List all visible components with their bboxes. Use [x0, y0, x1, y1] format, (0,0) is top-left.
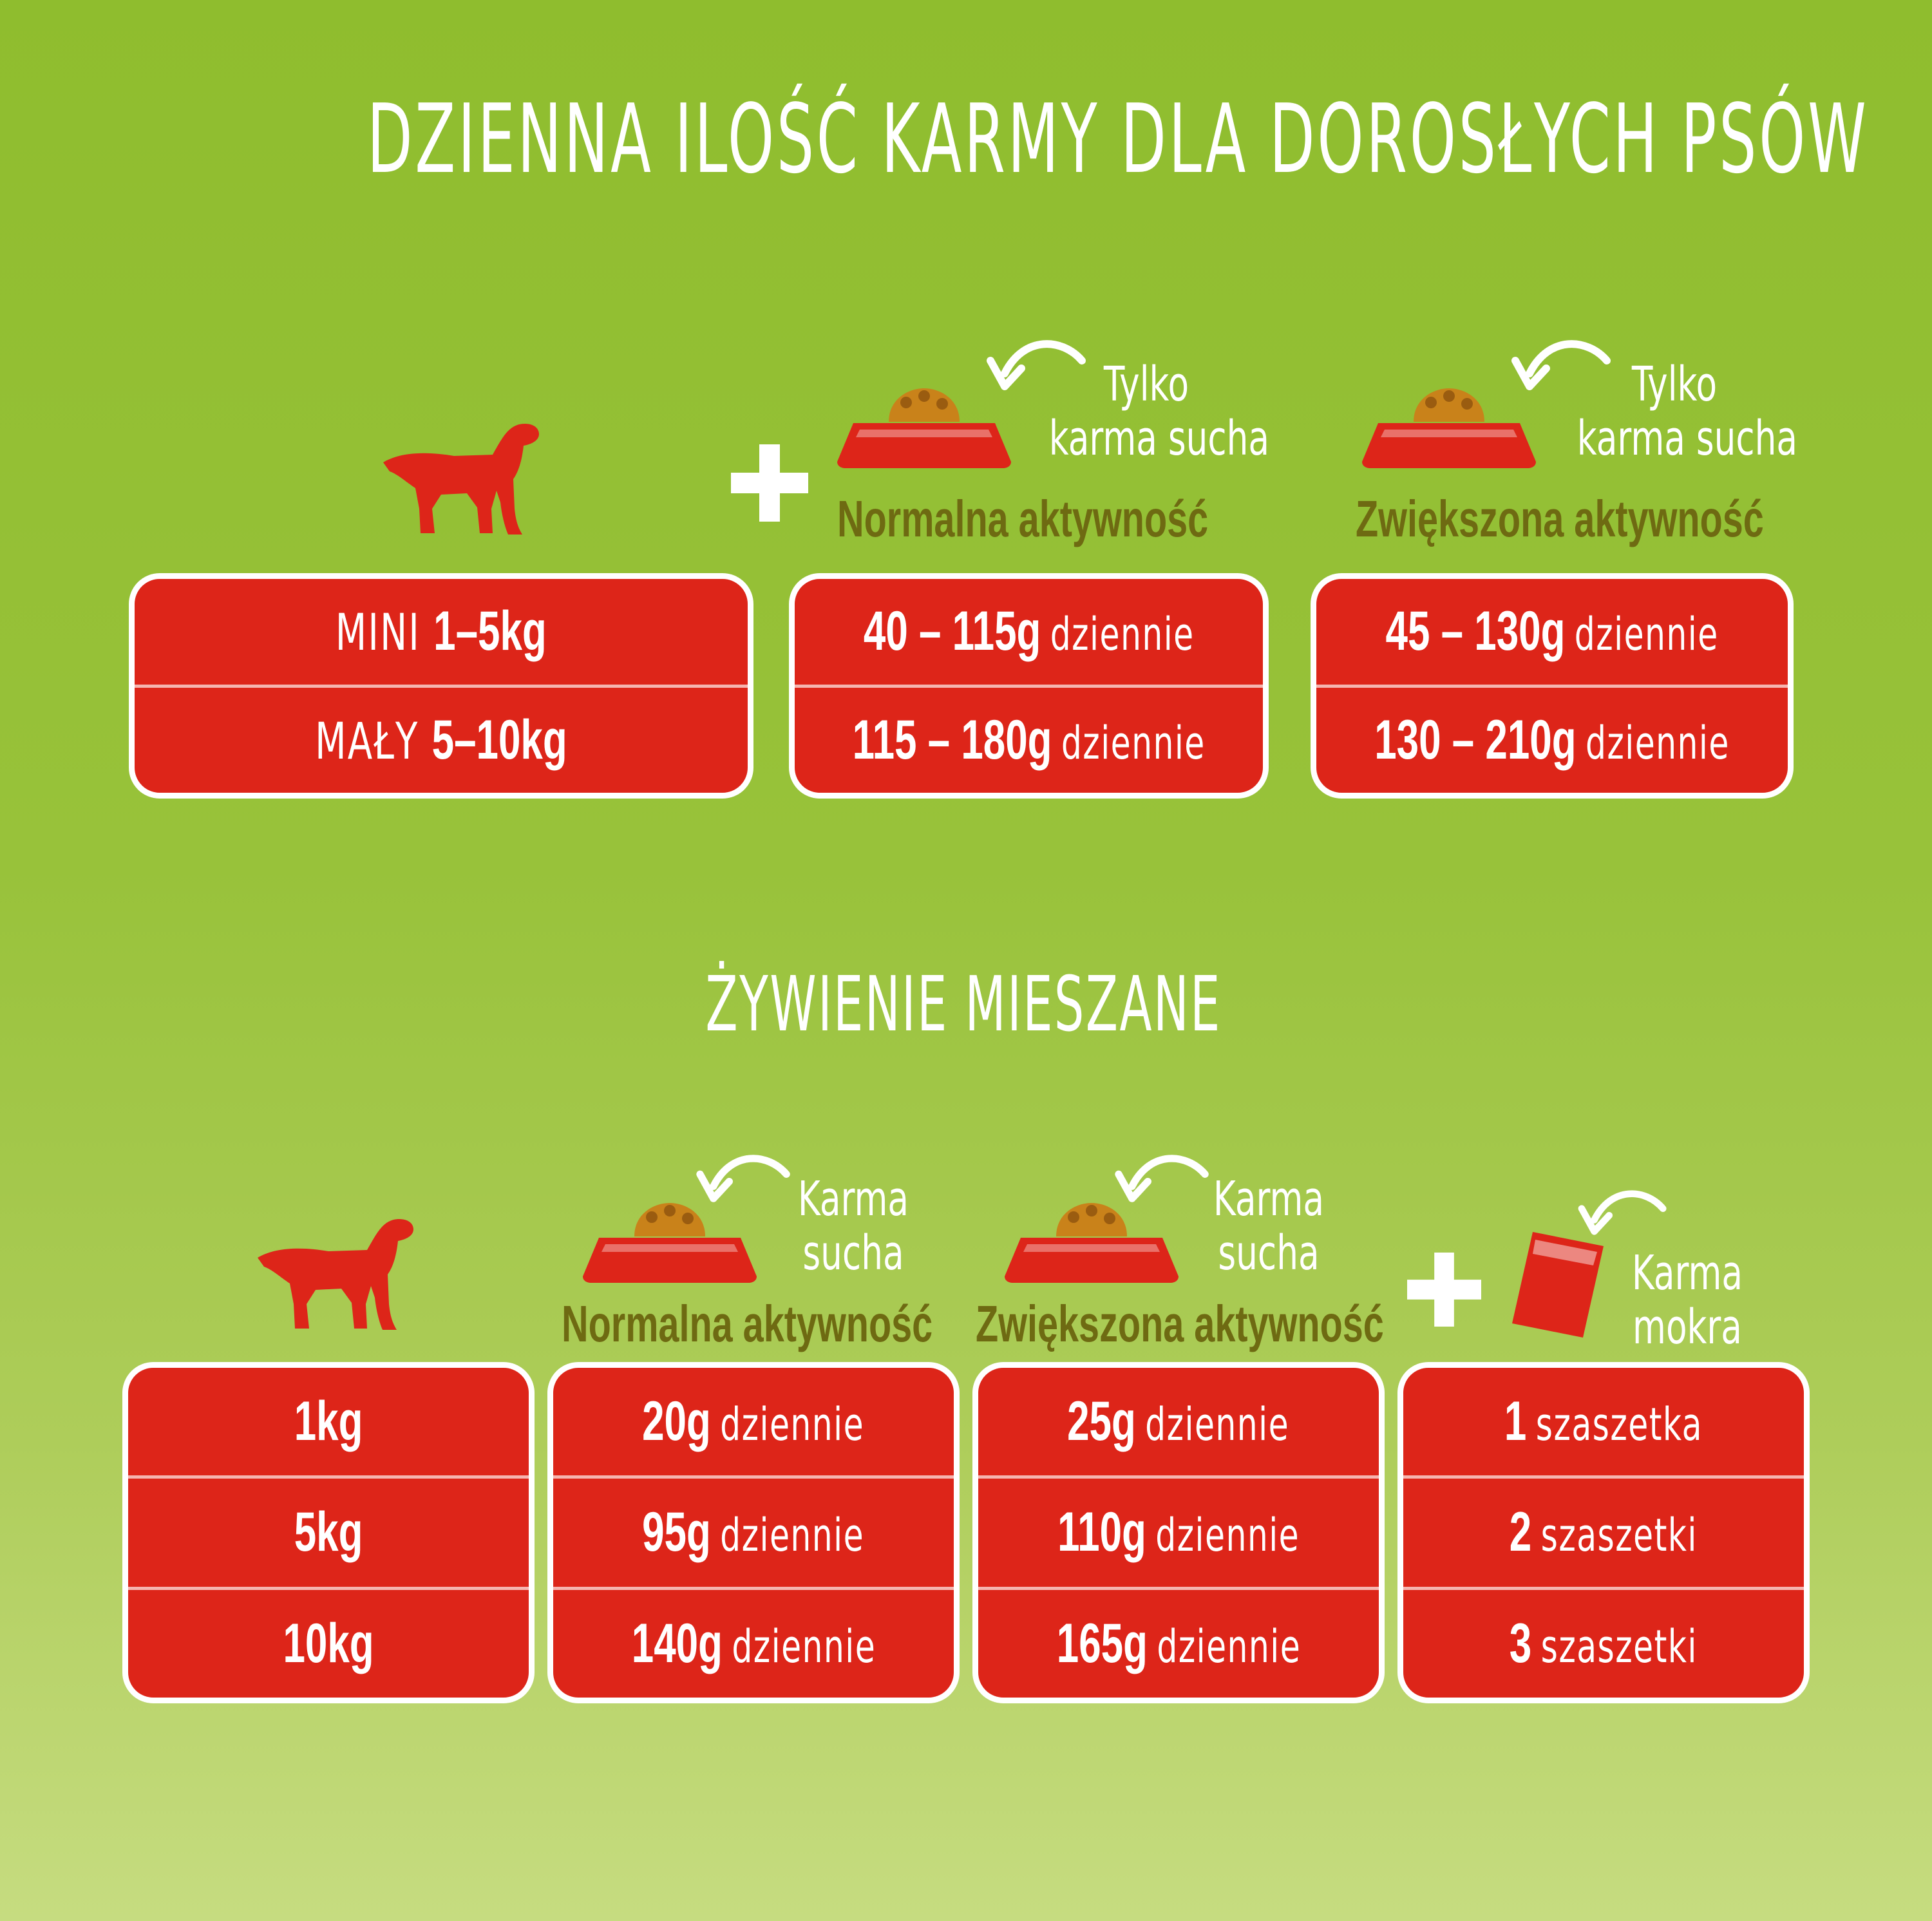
food-bowl-icon — [583, 1203, 757, 1283]
table-row: 1kg — [294, 1390, 363, 1453]
table-row: 2 szaszetki — [1403, 1475, 1804, 1586]
food-bowl-icon — [837, 388, 1011, 468]
size-box: MINI 1–5kg MAŁY 5–10kg — [129, 573, 753, 799]
note-dry-only-increased: Tylko karma sucha — [1577, 357, 1798, 466]
dog-icon — [383, 424, 539, 535]
curved-arrow-icon — [1115, 1155, 1209, 1202]
note-wet: Karma mokra — [1631, 1245, 1743, 1355]
dry-only-normal-box: 40 – 115g dziennie 115 – 180g dziennie — [789, 573, 1269, 799]
size-row-small: MAŁY 5–10kg — [135, 684, 748, 793]
table-row: 20g dziennie — [642, 1390, 865, 1453]
table-row: 110g dziennie — [978, 1475, 1379, 1586]
food-bowl-icon — [1005, 1203, 1179, 1283]
table-row: 10kg — [128, 1586, 529, 1698]
table-row: 3 szaszetki — [1403, 1586, 1804, 1698]
table-row: 95g dziennie — [553, 1475, 954, 1586]
table-row: 140g dziennie — [553, 1586, 954, 1698]
page-title: DZIENNA ILOŚĆ KARMY DLA DOROSŁYCH PSÓW — [367, 84, 1869, 194]
activity-label-normal-mixed: Normalna aktywność — [562, 1295, 933, 1352]
table-row: 130 – 210g dziennie — [1316, 684, 1788, 793]
weight-box: 1kg 5kg 10kg — [122, 1362, 535, 1703]
plus-icon — [1407, 1253, 1481, 1327]
activity-label-normal: Normalna aktywność — [837, 490, 1209, 547]
mixed-increased-box: 25g dziennie 110g dziennie 165g dziennie — [972, 1362, 1385, 1703]
note-mixed-increased: Karma sucha — [1213, 1171, 1325, 1281]
table-row: 45 – 130g dziennie — [1385, 600, 1719, 663]
plus-icon — [731, 444, 808, 522]
note-mixed-normal: Karma sucha — [797, 1171, 909, 1281]
wet-food-box: 1 szaszetka 2 szaszetki 3 szaszetki — [1397, 1362, 1810, 1703]
table-row: 1 szaszetka — [1504, 1390, 1703, 1453]
table-row: 165g dziennie — [978, 1586, 1379, 1698]
curved-arrow-icon — [987, 340, 1086, 390]
food-bowl-icon — [1362, 388, 1536, 468]
table-row: 25g dziennie — [1067, 1390, 1290, 1453]
mixed-normal-box: 20g dziennie 95g dziennie 140g dziennie — [547, 1362, 960, 1703]
activity-label-increased-mixed: Zwiększona aktywność — [976, 1295, 1384, 1352]
curved-arrow-icon — [1511, 340, 1611, 390]
table-row: 5kg — [128, 1475, 529, 1586]
activity-label-increased: Zwiększona aktywność — [1356, 490, 1764, 547]
dog-icon — [258, 1219, 413, 1330]
curved-arrow-icon — [696, 1155, 790, 1202]
table-row: 40 – 115g dziennie — [863, 600, 1195, 663]
note-dry-only-normal: Tylko karma sucha — [1048, 357, 1270, 466]
curved-arrow-icon — [1578, 1190, 1667, 1235]
table-row: 115 – 180g dziennie — [795, 684, 1263, 793]
size-row-mini: MINI 1–5kg — [336, 600, 547, 663]
mixed-feeding-title: ŻYWIENIE MIESZANE — [705, 960, 1222, 1048]
pouch-icon — [1512, 1232, 1604, 1338]
dry-only-increased-box: 45 – 130g dziennie 130 – 210g dziennie — [1311, 573, 1794, 799]
